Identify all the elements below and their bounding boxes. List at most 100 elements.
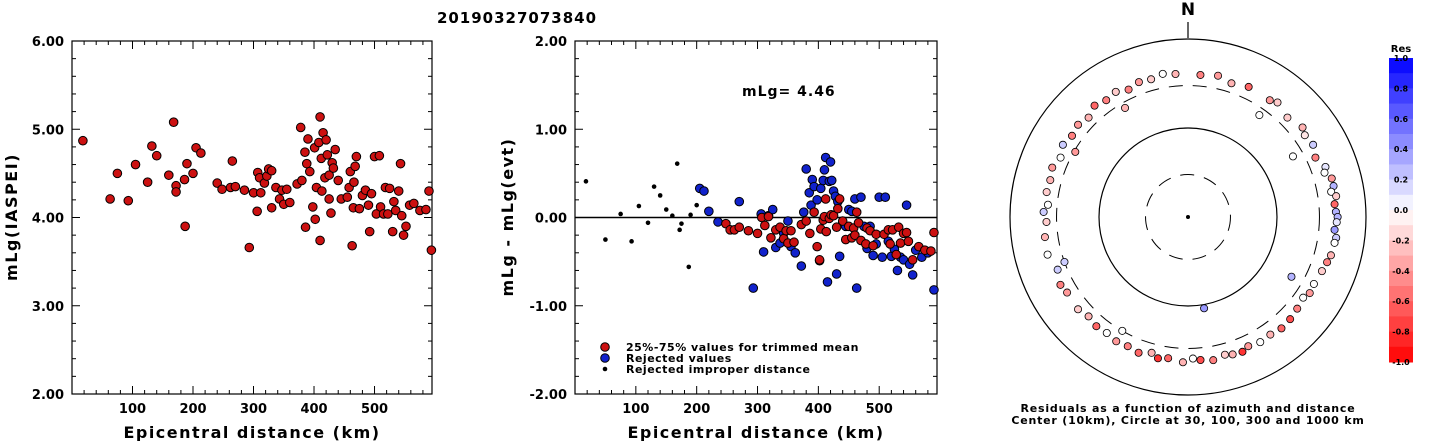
colorbar-cell	[1389, 73, 1413, 89]
station-point	[315, 235, 325, 246]
station-residual-point	[1084, 113, 1093, 122]
station-point	[351, 151, 362, 162]
station-point	[182, 158, 192, 169]
legend-marker	[602, 366, 608, 372]
legend-label: 25%-75% values for trimmed mean	[626, 341, 859, 354]
trimmed-mean-point	[752, 228, 763, 239]
colorbar-tick-label: -0.8	[1392, 328, 1410, 337]
colorbar-cell	[1389, 88, 1413, 105]
trimmed-mean-point	[763, 211, 774, 222]
station-residual-point	[1320, 168, 1329, 177]
station-residual-point	[1042, 188, 1051, 197]
station-residual-point	[1118, 326, 1127, 335]
trimmed-mean-point	[821, 226, 832, 237]
residual-colorbar: Res 1.0 0.8 0.6 0.4 0.2 0.0 -0.2 -0.4 -0.6 -0.8 -1…	[1389, 44, 1413, 367]
colorbar-tick-label: 0.0	[1394, 206, 1409, 215]
colorbar-tick-label: -0.6	[1392, 297, 1410, 306]
station-residual-point	[1273, 98, 1282, 107]
station-residual-point	[1327, 174, 1336, 183]
station-point	[324, 170, 334, 180]
rejected-point	[796, 261, 807, 271]
y-tick-label: 4.00	[32, 212, 64, 227]
x-tick-label: 200	[179, 402, 206, 417]
station-residual-point	[1164, 354, 1173, 363]
y-tick-label: -1.00	[530, 300, 567, 315]
rejected-point	[907, 270, 918, 280]
trimmed-mean-point	[833, 203, 843, 214]
y-axis-label: mLg(IASPEI)	[2, 153, 21, 281]
station-point	[350, 161, 360, 172]
station-point	[310, 214, 321, 225]
caption-line-1: Residuals as a function of azimuth and d…	[1020, 402, 1355, 415]
station-point	[266, 165, 277, 176]
improper-distance-point	[686, 264, 692, 270]
station-residual-point	[1317, 267, 1326, 276]
trimmed-mean-point	[850, 230, 860, 240]
station-residual-point	[1305, 289, 1314, 298]
station-point	[297, 175, 307, 186]
station-residual-point	[1209, 356, 1218, 365]
station-residual-point	[1332, 192, 1341, 201]
rejected-point	[834, 251, 845, 262]
station-point	[239, 185, 250, 195]
station-residual-point	[1071, 147, 1080, 156]
improper-distance-point	[694, 202, 699, 208]
trimmed-mean-point	[789, 237, 799, 248]
station-residual-point	[1046, 176, 1055, 185]
station-point	[295, 122, 306, 133]
y-tick-label: 0.00	[535, 212, 567, 227]
station-residual-point	[1158, 69, 1167, 78]
colorbar-cell	[1389, 210, 1413, 226]
trimmed-mean-point	[868, 240, 878, 251]
station-residual-point	[1134, 348, 1143, 357]
station-residual-point	[1090, 101, 1099, 110]
station-residual-point	[1300, 131, 1309, 140]
rejected-point	[826, 175, 837, 186]
improper-distance-point	[603, 237, 608, 242]
trimmed-mean-point	[837, 216, 848, 226]
trimmed-mean-point	[743, 225, 754, 236]
colorbar-cell	[1389, 286, 1413, 302]
y-tick-label: 1.00	[535, 123, 567, 138]
station-residual-point	[1121, 103, 1130, 112]
station-point	[142, 177, 153, 187]
station-point	[393, 186, 404, 196]
station-point	[304, 166, 315, 177]
station-residual-point	[1043, 250, 1052, 259]
azimuth-residual-panel: N Residuals as a function of azimuth and…	[1009, 0, 1367, 427]
station-point	[151, 150, 162, 161]
station-residual-point	[1134, 78, 1143, 87]
rejected-point	[734, 196, 745, 207]
tick-labels: 100 200 300 400 500 2.00 3.00 4.00 5.00 6.00	[32, 35, 388, 417]
trimmed-mean-point	[766, 232, 776, 243]
station-residual-point	[1255, 111, 1264, 120]
station-residual-point	[1309, 279, 1318, 288]
rejected-point	[851, 283, 862, 293]
station-point	[168, 117, 179, 127]
station-residual-point	[1238, 347, 1247, 356]
trimmed-mean-point	[907, 255, 918, 265]
station-residual-point	[1309, 140, 1318, 149]
improper-distance-point	[677, 227, 682, 233]
center-point	[1186, 215, 1190, 219]
improper-distance-point	[674, 161, 680, 166]
colorbar-cell	[1389, 301, 1413, 317]
station-residual-point	[1311, 153, 1320, 162]
station-point	[383, 209, 393, 219]
trimmed-mean-point	[901, 227, 912, 238]
colorbar-cell	[1389, 225, 1413, 241]
station-point	[409, 198, 419, 209]
x-tick-label: 100	[119, 402, 146, 417]
rejected-point	[812, 195, 822, 205]
rejected-point	[819, 165, 830, 175]
legend-marker	[600, 342, 610, 352]
station-residual-point	[1056, 280, 1065, 289]
improper-distance-point	[645, 220, 651, 226]
rejected-point	[901, 200, 912, 210]
station-residual-point	[1332, 218, 1341, 227]
x-tick-label: 300	[240, 402, 267, 417]
station-point	[285, 197, 295, 208]
station-point	[347, 240, 357, 251]
trimmed-mean-point	[903, 236, 914, 247]
rejected-point	[801, 164, 811, 174]
